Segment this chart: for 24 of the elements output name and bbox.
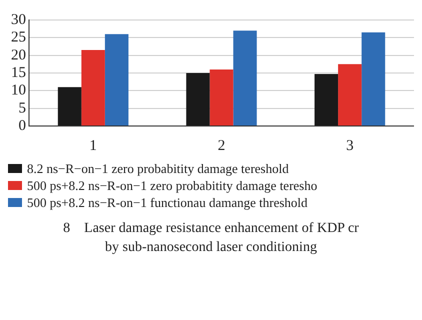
y-tick-label: 10	[11, 82, 26, 99]
y-tick-label: 0	[18, 118, 26, 134]
y-tick-label: 20	[11, 47, 26, 64]
y-tick-label: 15	[11, 64, 26, 81]
y-tick-label: 25	[11, 30, 26, 46]
bar	[81, 50, 105, 126]
y-tick-label: 5	[18, 100, 26, 116]
bar	[104, 34, 128, 126]
bar	[58, 87, 82, 126]
bar	[233, 30, 257, 126]
bar	[338, 64, 362, 126]
x-tick-label: 2	[218, 138, 226, 154]
legend-label: 8.2 ns−R−on−1 zero probabitity damage tereshold	[27, 160, 289, 177]
bar	[362, 32, 386, 126]
text: 8 Laser damage resistance enhancement of KDP cr	[62, 220, 360, 238]
legend-label: 500 ps+8.2 ns−R-on−1 functionau damange threshold	[27, 194, 308, 211]
x-tick-label: 1	[89, 138, 97, 154]
bar	[210, 69, 234, 126]
text: by sub-nanosecond laser conditioning	[104, 239, 318, 257]
bar	[314, 74, 338, 126]
bar	[186, 73, 210, 126]
x-tick-label: 3	[346, 138, 354, 154]
y-tick-label: 30	[11, 12, 26, 28]
legend-label: 500 ps+8.2 ns−R-on−1 zero probabitity damage teresho	[27, 177, 318, 194]
